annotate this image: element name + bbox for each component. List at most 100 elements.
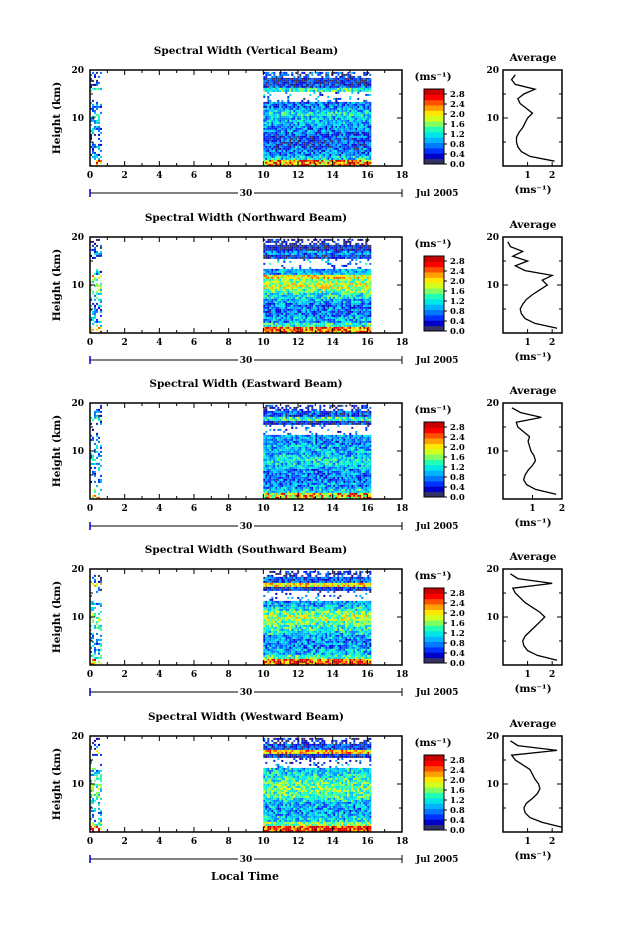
heatmap-cell (275, 109, 278, 112)
heatmap-cell (309, 310, 312, 313)
heatmap-cell (361, 89, 364, 92)
heatmap-cell (283, 240, 286, 243)
heatmap-cell (269, 125, 272, 128)
heatmap-cell (333, 159, 336, 162)
heatmap-cell (289, 322, 292, 325)
heatmap-cell (271, 326, 274, 329)
heatmap-cell (349, 101, 352, 104)
heatmap-cell (285, 123, 288, 126)
heatmap-cell (363, 296, 366, 299)
heatmap-cell (271, 107, 274, 110)
heatmap-cell (301, 268, 304, 271)
heatmap-cell (277, 149, 280, 152)
date-label-bg (238, 355, 254, 365)
heatmap-cell (339, 139, 342, 142)
heatmap-cell (351, 302, 354, 305)
heatmap-cell (303, 81, 306, 84)
heatmap-cell (289, 119, 292, 122)
heatmap-cell (267, 296, 270, 299)
heatmap-cell (341, 326, 344, 329)
heatmap-cell (315, 119, 318, 122)
heatmap-cell (365, 286, 368, 289)
heatmap-cell (287, 129, 290, 132)
heatmap-cell (313, 282, 316, 285)
heatmap-cell (363, 308, 366, 311)
heatmap-cell (92, 318, 94, 321)
heatmap-cell (335, 147, 338, 150)
heatmap-cell (321, 276, 324, 279)
heatmap-cell (263, 135, 266, 138)
heatmap-cell (293, 163, 296, 166)
heatmap-cell (325, 298, 328, 301)
heatmap-cell (263, 83, 266, 86)
heatmap-cell (303, 89, 306, 92)
heatmap-cell (331, 83, 334, 86)
heatmap-cell (291, 159, 294, 162)
heatmap-cell (311, 292, 314, 295)
heatmap-cell (351, 310, 354, 313)
heatmap-cell (325, 139, 328, 142)
heatmap-cell (353, 304, 356, 307)
heatmap-cell (363, 310, 366, 313)
heatmap-cell (325, 121, 328, 124)
heatmap-cell (90, 129, 92, 132)
heatmap-cell (319, 115, 322, 118)
heatmap-cell (291, 252, 294, 255)
heatmap-cell (273, 153, 276, 156)
heatmap-cell (305, 296, 308, 299)
heatmap-cell (283, 316, 286, 319)
heatmap-cell (263, 282, 266, 285)
heatmap-cell (313, 157, 316, 160)
heatmap-cell (277, 85, 280, 88)
heatmap-cell (289, 131, 292, 134)
heatmap-cell (319, 107, 322, 110)
heatmap-cell (267, 147, 270, 150)
heatmap-cell (309, 147, 312, 150)
heatmap-cell (329, 292, 332, 295)
heatmap-cell (335, 288, 338, 291)
heatmap-cell (293, 302, 296, 305)
heatmap-cell (299, 304, 302, 307)
colorbar-swatch (424, 266, 444, 273)
heatmap-cell (269, 256, 272, 259)
heatmap-cell (363, 324, 366, 327)
heatmap-cell (305, 135, 308, 138)
heatmap-cell (305, 143, 308, 146)
heatmap-cell (287, 302, 290, 305)
heatmap-cell (291, 121, 294, 124)
heatmap-cell (327, 320, 330, 323)
heatmap-cell (287, 312, 290, 315)
heatmap-cell (329, 143, 332, 146)
heatmap-cell (313, 324, 316, 327)
heatmap-cell (333, 272, 336, 275)
heatmap-cell (289, 77, 292, 80)
heatmap-cell (363, 320, 366, 323)
heatmap-cell (291, 250, 294, 253)
heatmap-cell (355, 288, 358, 291)
heatmap-cell (277, 125, 280, 128)
average-unit: (ms⁻¹) (514, 184, 551, 196)
heatmap-cell (271, 117, 274, 120)
heatmap-cell (307, 119, 310, 122)
heatmap-cell (353, 133, 356, 136)
heatmap-cell (305, 324, 308, 327)
heatmap-cell (281, 328, 284, 331)
heatmap-cell (343, 137, 346, 140)
heatmap-cell (297, 272, 300, 275)
heatmap-cell (309, 272, 312, 275)
heatmap-cell (287, 246, 290, 249)
heatmap-cell (267, 254, 270, 257)
heatmap-cell (283, 280, 286, 283)
heatmap-cell (335, 278, 338, 281)
heatmap-cell (365, 127, 368, 130)
heatmap-cell (277, 302, 280, 305)
heatmap-cell (337, 250, 340, 253)
heatmap-cell (367, 270, 370, 273)
heatmap-cell (349, 308, 352, 311)
heatmap-cell (299, 296, 302, 299)
heatmap-cell (365, 242, 368, 245)
heatmap-cell (315, 296, 318, 299)
heatmap-cell (277, 296, 280, 299)
heatmap-cell (265, 286, 268, 289)
heatmap-cell (335, 141, 338, 144)
